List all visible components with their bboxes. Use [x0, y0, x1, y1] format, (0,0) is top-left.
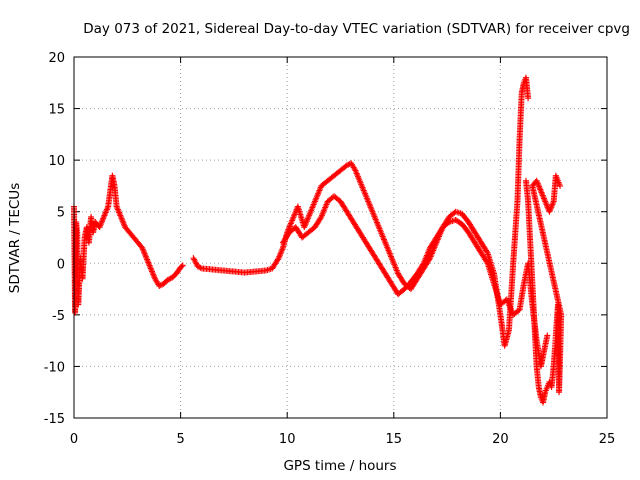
data-point	[190, 255, 197, 262]
y-tick-label: -5	[52, 309, 65, 324]
y-tick-label: 5	[57, 206, 65, 221]
data-point	[525, 95, 532, 102]
data-point	[197, 264, 204, 271]
chart-title: Day 073 of 2021, Sidereal Day-to-day VTE…	[83, 21, 630, 37]
plot-frame	[73, 56, 608, 419]
data-point	[557, 182, 564, 189]
x-tick-label: 10	[279, 432, 296, 447]
data-point	[194, 263, 201, 270]
y-tick-label: 10	[48, 154, 65, 169]
tick-layer: 0 5 10 15 20 25 -15 -10 -5 0 5 10 15 20	[44, 51, 616, 447]
data-point	[192, 259, 199, 266]
data-point	[274, 256, 281, 263]
data-point	[191, 257, 198, 264]
y-tick-label: -10	[44, 360, 65, 375]
data-point	[483, 258, 490, 265]
data-point	[196, 264, 203, 271]
data-point	[156, 282, 163, 289]
x-tick-label: 5	[176, 432, 184, 447]
x-tick-label: 20	[492, 432, 509, 447]
y-tick-label: 0	[57, 257, 65, 272]
data-point	[193, 260, 200, 267]
x-tick-label: 0	[70, 432, 78, 447]
data-point	[179, 262, 186, 269]
y-tick-label: -15	[44, 412, 65, 427]
data-point	[317, 215, 324, 222]
data-points	[71, 74, 565, 406]
data-point	[483, 248, 490, 255]
data-point	[343, 162, 350, 169]
grid-layer	[74, 57, 607, 418]
y-axis-label: SDTVAR / TECUs	[7, 183, 23, 293]
data-point	[544, 332, 551, 339]
data-point	[426, 256, 433, 263]
y-tick-label: 20	[48, 51, 65, 66]
x-tick-label: 25	[599, 432, 616, 447]
series-group	[71, 172, 186, 316]
data-point	[166, 276, 173, 283]
data-point	[157, 282, 164, 289]
data-point	[191, 256, 198, 263]
data-point	[178, 263, 185, 270]
x-tick-label: 15	[386, 432, 403, 447]
series-group	[190, 74, 532, 349]
x-axis-label: GPS time / hours	[283, 458, 396, 474]
data-point	[164, 276, 171, 283]
y-tick-label: 15	[48, 103, 65, 118]
series-group	[522, 172, 565, 406]
data-point	[419, 261, 426, 268]
